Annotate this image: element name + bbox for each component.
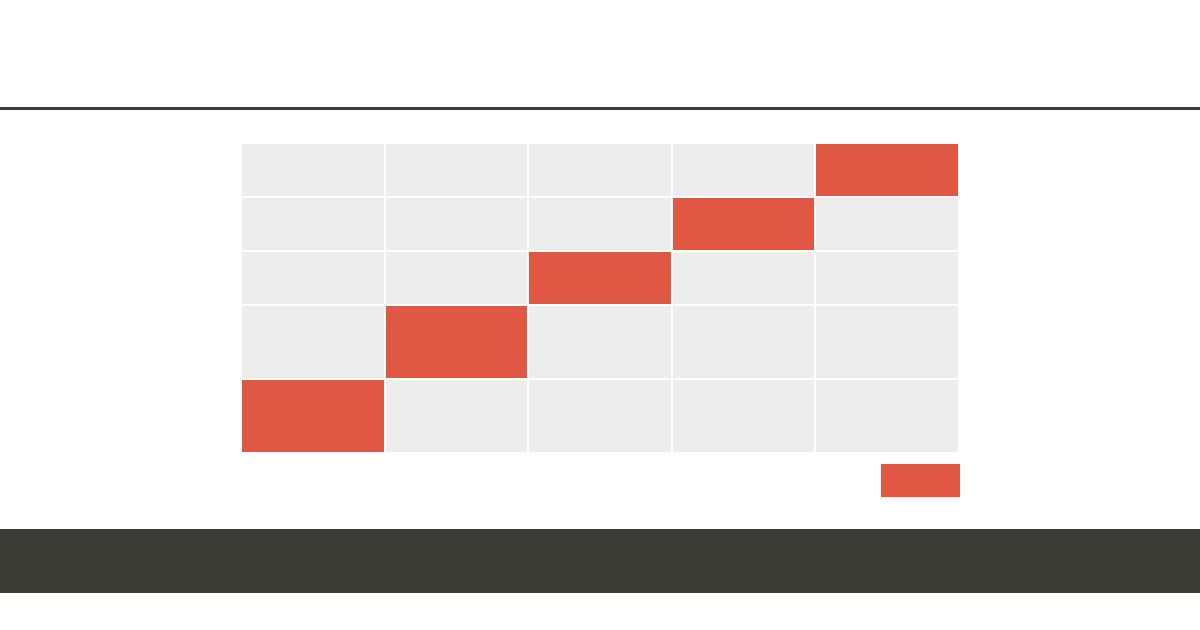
grid-cell <box>816 380 958 452</box>
header-area <box>0 0 1200 107</box>
grid-cell <box>242 252 384 304</box>
grid-cell <box>672 252 815 304</box>
grid-cell <box>816 198 958 250</box>
grid-cell-filled <box>242 380 384 452</box>
grid-cell-filled <box>529 252 671 304</box>
grid-cell-filled <box>816 144 958 196</box>
grid-cell <box>242 198 384 250</box>
grid-cell <box>672 306 815 378</box>
grid-cell <box>385 252 528 304</box>
grid-cell-filled <box>672 198 815 250</box>
grid-cell <box>242 306 384 378</box>
grid-cell <box>385 198 528 250</box>
grid-cell <box>529 144 671 196</box>
grid-cell <box>816 306 958 378</box>
header-divider <box>0 107 1200 110</box>
footer-bar <box>0 529 1200 593</box>
grid-cell <box>242 144 384 196</box>
grid-cell <box>672 380 815 452</box>
grid-cell <box>529 380 671 452</box>
grid-cell <box>529 306 671 378</box>
grid-cell <box>385 144 528 196</box>
grid-cell <box>529 198 671 250</box>
grid-cell <box>385 380 528 452</box>
grid-cell-filled <box>385 306 528 378</box>
legend-swatch <box>881 464 960 497</box>
grid-cell <box>672 144 815 196</box>
cell-grid <box>242 144 958 452</box>
grid-cell <box>816 252 958 304</box>
